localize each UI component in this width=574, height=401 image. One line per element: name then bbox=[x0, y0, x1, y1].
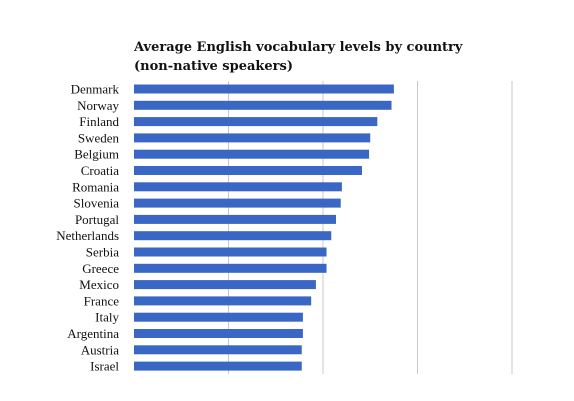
bar bbox=[134, 149, 370, 159]
bar bbox=[134, 100, 392, 110]
bar bbox=[134, 312, 303, 322]
category-label: Portugal bbox=[75, 212, 119, 227]
chart-title: Average English vocabulary levels by cou… bbox=[134, 38, 554, 76]
category-label: Serbia bbox=[86, 245, 119, 260]
bar bbox=[134, 214, 336, 224]
category-label: France bbox=[84, 293, 120, 308]
bar bbox=[134, 133, 371, 143]
category-label: Belgium bbox=[74, 147, 119, 162]
category-label: Norway bbox=[77, 98, 119, 113]
category-label: Sweden bbox=[78, 130, 120, 145]
category-label: Austria bbox=[81, 342, 120, 357]
category-label: Finland bbox=[79, 114, 119, 129]
bar bbox=[134, 231, 332, 241]
bar bbox=[134, 345, 302, 355]
category-label: Slovenia bbox=[74, 196, 120, 211]
category-label: Israel bbox=[90, 359, 119, 374]
category-label: Netherlands bbox=[56, 228, 119, 243]
bar bbox=[134, 166, 362, 175]
category-label: Argentina bbox=[67, 326, 119, 341]
category-label: Mexico bbox=[79, 277, 119, 292]
bar bbox=[134, 329, 303, 338]
bar bbox=[134, 198, 341, 208]
chart-title-line-2: (non-native speakers) bbox=[134, 59, 293, 74]
bar bbox=[134, 361, 302, 371]
bar bbox=[134, 263, 327, 273]
bar bbox=[134, 247, 327, 257]
bar bbox=[134, 296, 312, 306]
category-label: Denmark bbox=[71, 82, 120, 97]
bar bbox=[134, 280, 316, 290]
category-label: Croatia bbox=[81, 163, 119, 178]
bar bbox=[134, 182, 342, 192]
category-label: Italy bbox=[95, 310, 119, 325]
chart-title-line-1: Average English vocabulary levels by cou… bbox=[134, 40, 463, 55]
category-label: Romania bbox=[72, 179, 119, 194]
category-label: Greece bbox=[82, 261, 119, 276]
bar bbox=[134, 84, 394, 94]
bar bbox=[134, 117, 378, 127]
